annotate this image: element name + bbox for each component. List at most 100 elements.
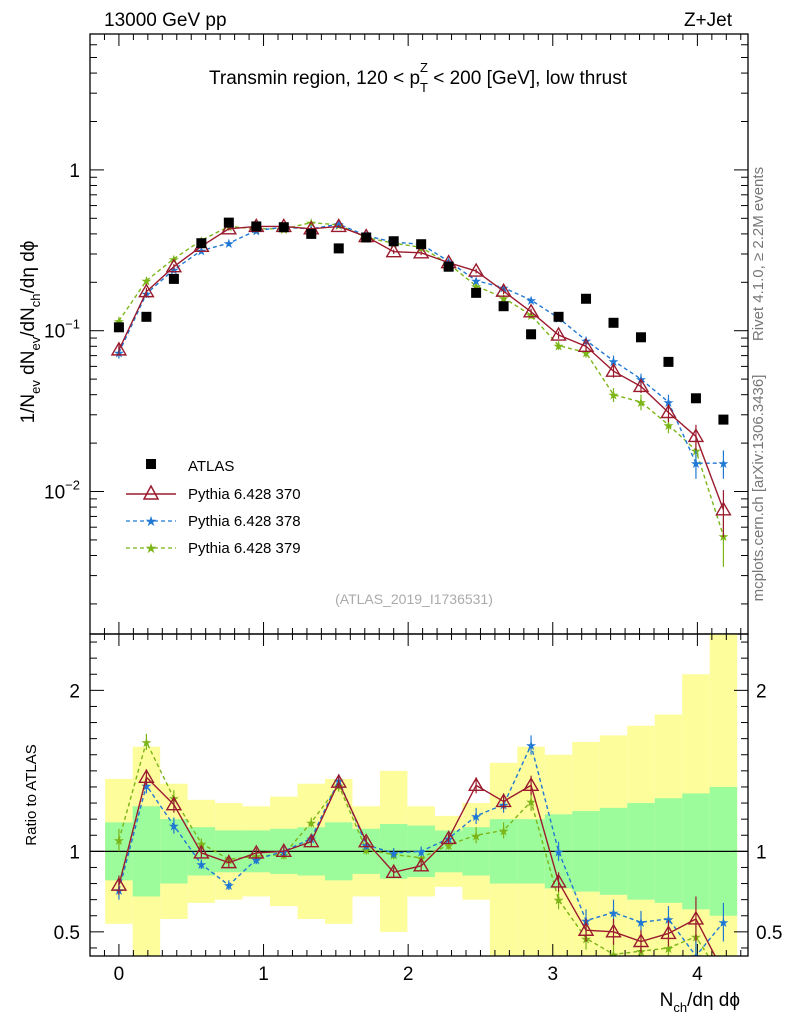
- point-370: [632, 378, 650, 393]
- ratio-point-370: [660, 925, 677, 940]
- ratio-point-379: ★: [718, 973, 730, 988]
- ratio-point-378: ★: [196, 857, 208, 872]
- point-379: ★: [113, 314, 125, 329]
- ratio-point-378: ★: [415, 844, 427, 859]
- xlabel-1: ch: [673, 1000, 687, 1015]
- ylabel-5: ch: [28, 293, 43, 307]
- ratio-point-370: [605, 923, 622, 938]
- title-post: < 200 [GeV], low thrust: [428, 68, 628, 89]
- legend-label-370: Pythia 6.428 370: [188, 486, 301, 503]
- point-370: [660, 404, 677, 419]
- series-378: ★★★★★★★★★★★★★★★★★★★★★★★: [113, 217, 729, 479]
- ratio-point-378: ★: [718, 915, 730, 930]
- point-atlas: [443, 261, 454, 272]
- point-370: [110, 341, 128, 356]
- point-atlas: [333, 243, 344, 254]
- ratio-xtick-label: 3: [547, 964, 558, 985]
- point-379: ★: [470, 279, 482, 294]
- point-atlas: [553, 311, 564, 322]
- ratio-point-370: [632, 933, 650, 948]
- point-370: [715, 501, 732, 516]
- point-atlas: [388, 236, 399, 247]
- ratio-point-378: ★: [635, 915, 647, 930]
- point-378: ★: [223, 236, 235, 251]
- title-pre: Transmin region, 120 < p: [209, 68, 420, 89]
- point-atlas: [718, 414, 729, 425]
- ratio-point-378: ★: [470, 809, 482, 824]
- point-370: [220, 220, 238, 235]
- point-atlas: [251, 221, 262, 232]
- point-atlas: [635, 332, 646, 343]
- ratio-uncertainty-bands: [105, 634, 738, 956]
- ratio-point-370: [716, 965, 730, 977]
- point-atlas: [141, 311, 152, 322]
- ratio-ytick-label: 0.5: [54, 923, 80, 944]
- point-379: ★: [608, 388, 620, 403]
- ratio-point-370: [193, 844, 210, 859]
- ratio-point-370: [385, 863, 402, 878]
- point-370: [577, 337, 595, 352]
- ratio-point-370: [110, 876, 128, 891]
- ratio-point-370: [165, 796, 183, 811]
- main-panel: 110−110−2 ★★★★ ★★★★★ ★★ ★★★★★★★★ ★★★ ★★★★★★★ ★…: [18, 33, 749, 635]
- ratio-ytick-label-right: 2: [756, 681, 767, 702]
- point-370: [165, 258, 183, 273]
- point-atlas: [416, 239, 427, 250]
- series-atlas: [113, 217, 729, 425]
- ratio-point-370: [577, 921, 595, 936]
- legend-label-379: Pythia 6.428 379: [188, 540, 301, 557]
- ratio-point-379: ★: [443, 838, 455, 853]
- title-sup: Z: [420, 60, 428, 75]
- series-370: [110, 218, 732, 538]
- ratio-point-370: [440, 830, 457, 845]
- main-ytick-label: 10−2: [44, 478, 80, 504]
- ratio-xtick-label: 1: [258, 964, 269, 985]
- ytick-base: 10: [44, 483, 65, 504]
- mcplots-label: mcplots.cern.ch [arXiv:1306.3436]: [750, 375, 767, 602]
- point-atlas: [581, 293, 592, 304]
- ratio-ytick-label: 2: [69, 681, 80, 702]
- point-atlas: [278, 222, 289, 233]
- xlabel-0: N: [660, 990, 674, 1011]
- ylabel-1: ev: [28, 380, 43, 394]
- legend-marker-atlas: [146, 459, 156, 469]
- main-plot-area: ★★★★★★★★★★★★★★★★★★★★★★★★★★★★★★★★★★★★★★★★…: [110, 216, 732, 567]
- ratio-point-370: [275, 842, 293, 858]
- ratio-series-370: [110, 768, 730, 977]
- ytick-exponent: −1: [65, 317, 80, 332]
- ratio-plot-area: ★★★★★ ★ ★★★★ ★ ★★★ ★★★★★ ★ ★★★★★★★★★★★★★★ ★★★★★★…: [110, 733, 730, 988]
- point-atlas: [113, 322, 124, 333]
- point-atlas: [498, 301, 509, 312]
- legend-marker-379: ★: [145, 540, 158, 556]
- title-sub: T: [420, 80, 428, 95]
- point-atlas: [168, 273, 179, 284]
- ratio-point-378: ★: [608, 906, 620, 921]
- ratio-xtick-label: 0: [114, 964, 125, 985]
- point-378: ★: [333, 217, 345, 232]
- ratio-point-379: ★: [141, 735, 153, 750]
- point-378: ★: [608, 354, 620, 369]
- ratio-point-370: [303, 833, 320, 848]
- point-atlas: [306, 228, 317, 239]
- ratio-frame: [89, 633, 749, 957]
- point-378: ★: [580, 333, 592, 348]
- rivet-label: Rivet 4.1.0, ≥ 2.2M events: [750, 167, 767, 341]
- point-379: ★: [580, 346, 592, 361]
- ratio-xtick-label: 4: [692, 964, 703, 985]
- ratio-xtick-label: 2: [403, 964, 414, 985]
- point-atlas: [608, 317, 619, 328]
- legend-label-atlas: ATLAS: [188, 458, 234, 475]
- point-atlas: [526, 329, 537, 340]
- point-370: [467, 262, 485, 277]
- point-378: ★: [470, 274, 482, 289]
- ratio-point-379: ★: [498, 823, 510, 838]
- point-378: ★: [498, 281, 510, 296]
- ratio-point-378: ★: [141, 778, 153, 793]
- main-ytick-label: 10−1: [44, 317, 80, 343]
- header-right: Z+Jet: [684, 10, 733, 31]
- ratio-ylabel: Ratio to ATLAS: [23, 744, 40, 845]
- ratio-point-379: ★: [470, 828, 482, 843]
- point-370: [522, 303, 540, 318]
- ratio-point-379: ★: [608, 947, 620, 962]
- point-379: ★: [635, 395, 647, 410]
